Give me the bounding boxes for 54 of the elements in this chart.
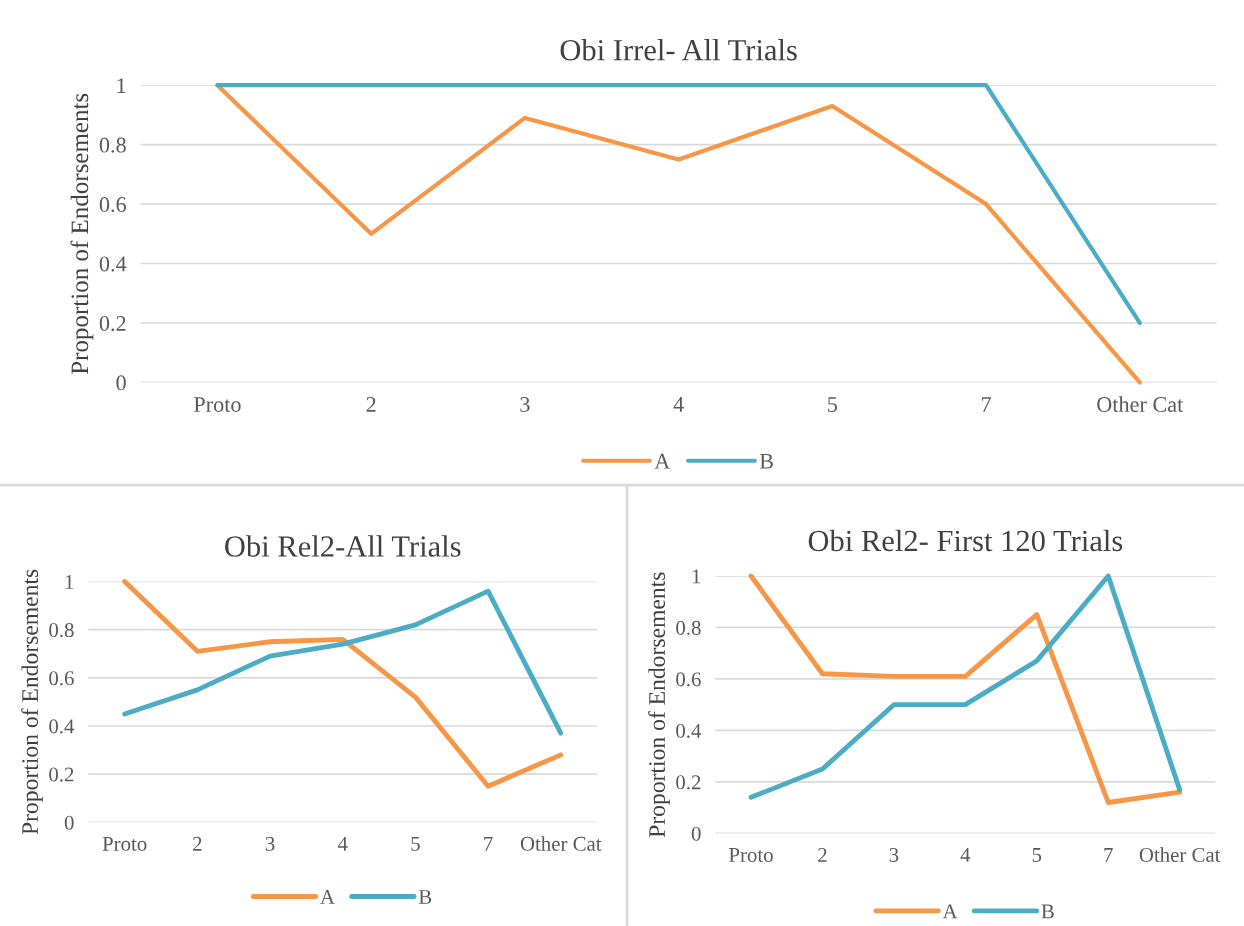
y-tick-label: 0.8: [676, 620, 701, 635]
y-tick-label: 0.2: [676, 775, 701, 790]
chart-title: Obi Irrel- All Trials: [560, 38, 797, 61]
x-tick-label: 5: [1032, 848, 1042, 862]
x-tick-label: 7: [981, 397, 991, 412]
legend-label: A: [320, 890, 335, 904]
y-tick-label: 1: [117, 78, 126, 93]
y-tick-label: 0.6: [99, 197, 127, 213]
x-tick-label: Other Cat: [1139, 847, 1221, 862]
x-tick-label: 3: [520, 397, 530, 412]
x-tick-label: 4: [960, 848, 971, 862]
y-tick-label: 0.4: [676, 723, 702, 738]
line-series: [122, 588, 564, 736]
x-tick-label: Other Cat: [1097, 396, 1184, 412]
legend-label: B: [1041, 904, 1054, 919]
y-tick-label: 0.4: [99, 256, 127, 272]
legend-label: A: [942, 904, 958, 919]
y-tick-label: 0.2: [49, 767, 74, 782]
x-tick-label: Proto: [194, 397, 241, 412]
legend-label: B: [759, 453, 773, 469]
y-tick-label: 0.4: [49, 719, 75, 734]
y-tick-label: 0: [691, 826, 701, 841]
x-tick-label: 4: [337, 836, 348, 851]
x-tick-label: Proto: [729, 848, 773, 862]
y-axis-title: Proportion of Endorsements: [648, 572, 670, 838]
x-tick-label: 2: [193, 836, 202, 851]
x-tick-label: Proto: [102, 836, 147, 851]
y-tick-label: 0: [116, 375, 126, 391]
x-tick-label: 5: [411, 836, 420, 851]
y-tick-label: 0.6: [676, 672, 701, 687]
y-tick-label: 1: [65, 575, 74, 589]
y-tick-label: 0.6: [49, 671, 74, 686]
x-tick-label: 7: [1104, 848, 1113, 862]
legend-label: B: [418, 890, 432, 904]
chart-title: Obi Rel2- First 120 Trials: [808, 529, 1123, 552]
line-series: [122, 579, 564, 789]
y-tick-label: 0.8: [49, 623, 74, 638]
legend-label: A: [654, 453, 671, 469]
chart-title: Obi Rel2-All Trials: [225, 535, 461, 557]
x-tick-label: 3: [265, 836, 275, 851]
x-tick-label: 2: [366, 397, 376, 412]
line-series: [215, 83, 1142, 385]
x-tick-label: Other Cat: [520, 836, 602, 851]
x-tick-label: 5: [828, 397, 838, 412]
x-tick-label: 3: [889, 847, 899, 862]
x-tick-label: 4: [673, 397, 684, 412]
x-tick-label: 7: [484, 836, 493, 851]
y-tick-label: 0: [64, 815, 74, 830]
y-axis-title: Proportion of Endorsements: [21, 569, 43, 835]
y-axis-title: Proportion of Endorsements: [70, 93, 94, 375]
x-tick-label: 2: [818, 847, 827, 862]
y-tick-label: 1: [692, 569, 701, 584]
y-tick-label: 0.2: [99, 315, 126, 332]
y-tick-label: 0.8: [99, 137, 126, 153]
